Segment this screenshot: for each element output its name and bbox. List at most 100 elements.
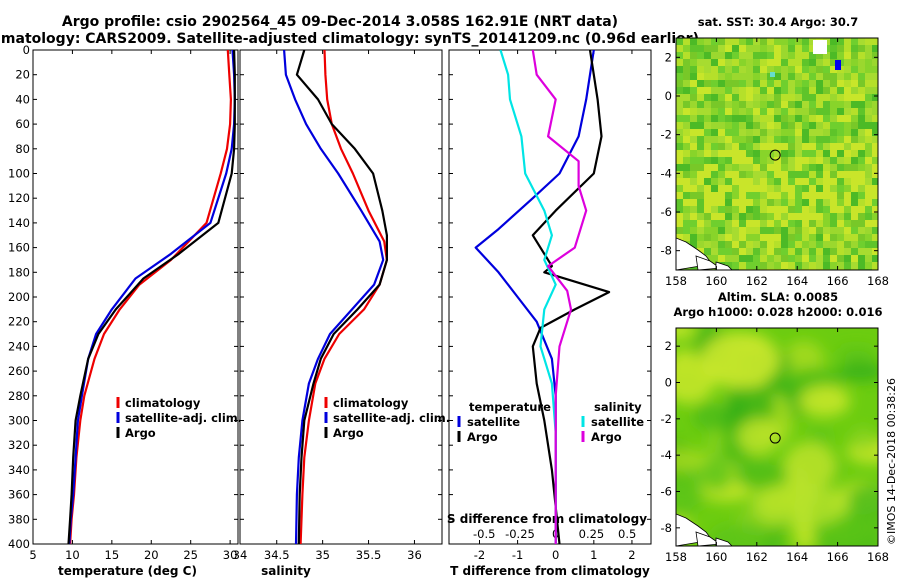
sst-cell (837, 220, 844, 227)
sst-cell (690, 157, 697, 164)
sst-cell (739, 255, 746, 262)
sst-cell (753, 150, 760, 157)
sst-cell (865, 220, 872, 227)
sst-cell (690, 101, 697, 108)
sst-cell (676, 164, 683, 171)
sst-cell (725, 45, 732, 52)
sst-cell (823, 87, 830, 94)
sst-cell (795, 38, 802, 45)
sst-cell (746, 59, 753, 66)
sst-cell (697, 52, 704, 59)
sst-cell (865, 234, 872, 241)
sst-cell (795, 150, 802, 157)
sst-cell (809, 87, 816, 94)
sst-cell (774, 192, 781, 199)
sst-cell (753, 143, 760, 150)
sst-cell (690, 45, 697, 52)
sst-cell (746, 157, 753, 164)
sst-cell (781, 150, 788, 157)
sst-cell (739, 80, 746, 87)
sst-cell (732, 59, 739, 66)
sst-cell (858, 52, 865, 59)
sst-cell (774, 220, 781, 227)
difference-xtick-label: 1 (590, 548, 597, 562)
sst-cell (774, 206, 781, 213)
sst-cell (767, 185, 774, 192)
sst-cell (739, 136, 746, 143)
sst-cell (781, 157, 788, 164)
sst-cell (711, 66, 718, 73)
sst-cell (767, 143, 774, 150)
sst-cell (697, 241, 704, 248)
sst-cell (809, 234, 816, 241)
sst-cell (697, 178, 704, 185)
sst-cell (788, 255, 795, 262)
sst-cell (711, 143, 718, 150)
sst-cell (753, 59, 760, 66)
sst-cell (732, 45, 739, 52)
sst-cell (788, 206, 795, 213)
sst-cell (746, 213, 753, 220)
sst-cell (704, 150, 711, 157)
sst-cell (858, 115, 865, 122)
sst-cell (753, 115, 760, 122)
sst-cell (837, 171, 844, 178)
sst-cell (795, 241, 802, 248)
sst-cell (676, 136, 683, 143)
sst-cell (802, 115, 809, 122)
sst-cell (711, 234, 718, 241)
sst-cell (760, 87, 767, 94)
sst-cell (767, 136, 774, 143)
sst-cell (823, 171, 830, 178)
sst-cell (865, 115, 872, 122)
sst-cell (830, 199, 837, 206)
sst-cell (739, 66, 746, 73)
sst-cell (746, 227, 753, 234)
sst-cell (732, 87, 739, 94)
sst-cell (788, 143, 795, 150)
sst-cell (753, 80, 760, 87)
sst-cell (760, 38, 767, 45)
sst-cell (760, 206, 767, 213)
sst-cell (865, 227, 872, 234)
sst-cell (788, 220, 795, 227)
sla-map-argo-marker (769, 432, 781, 444)
sst-cell (704, 122, 711, 129)
sst-cell (858, 45, 865, 52)
sst-cell (837, 248, 844, 255)
sst-cell (697, 94, 704, 101)
sst-cell (704, 171, 711, 178)
temperature-ytick-label: 220 (8, 315, 30, 329)
sst-cell (690, 80, 697, 87)
sst-cell (837, 38, 844, 45)
sst-cell (767, 66, 774, 73)
sst-cell (858, 178, 865, 185)
sst-cell (830, 178, 837, 185)
sst-map-xtick-label: 158 (665, 274, 687, 288)
sla-blob (850, 427, 876, 451)
sst-cell (732, 73, 739, 80)
sst-cell (844, 66, 851, 73)
sst-cell (697, 227, 704, 234)
sst-cell (697, 80, 704, 87)
sst-cell (865, 199, 872, 206)
sst-cell (732, 185, 739, 192)
sst-cell (802, 157, 809, 164)
sst-cell (872, 108, 878, 115)
sst-cell (781, 129, 788, 136)
sst-cell (683, 199, 690, 206)
temperature-ytick-label: 240 (8, 339, 30, 353)
sst-cell (746, 101, 753, 108)
sst-cell (872, 45, 878, 52)
sst-cell (872, 206, 878, 213)
sst-cell (767, 115, 774, 122)
sst-cell (774, 157, 781, 164)
sst-cell (830, 108, 837, 115)
sst-cell (837, 87, 844, 94)
sst-cell (809, 66, 816, 73)
sst-cell (781, 192, 788, 199)
sst-cell (788, 164, 795, 171)
temperature-ytick-label: 200 (8, 290, 30, 304)
sst-cell (865, 122, 872, 129)
sst-cell (781, 108, 788, 115)
